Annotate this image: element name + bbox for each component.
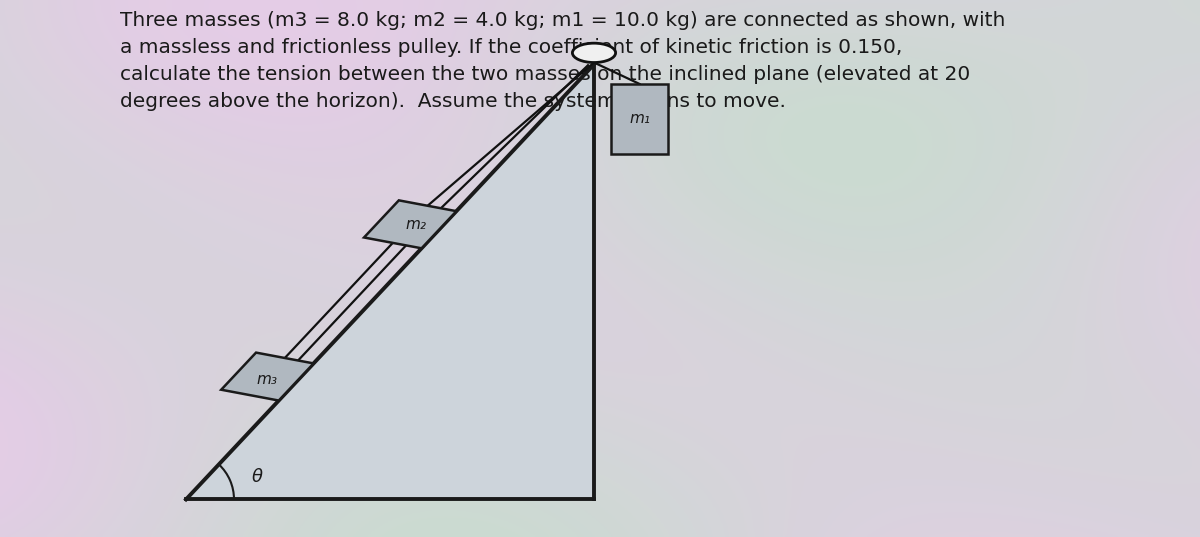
Text: m₂: m₂ bbox=[406, 217, 427, 232]
Text: m₃: m₃ bbox=[257, 372, 278, 387]
Polygon shape bbox=[186, 64, 594, 499]
Circle shape bbox=[572, 43, 616, 62]
Polygon shape bbox=[221, 353, 313, 401]
Text: m₁: m₁ bbox=[629, 111, 650, 126]
Text: Three masses (m3 = 8.0 kg; m2 = 4.0 kg; m1 = 10.0 kg) are connected as shown, wi: Three masses (m3 = 8.0 kg; m2 = 4.0 kg; … bbox=[120, 11, 1006, 112]
Text: θ: θ bbox=[252, 468, 263, 486]
Polygon shape bbox=[364, 200, 456, 248]
Bar bbox=[611, 84, 668, 154]
